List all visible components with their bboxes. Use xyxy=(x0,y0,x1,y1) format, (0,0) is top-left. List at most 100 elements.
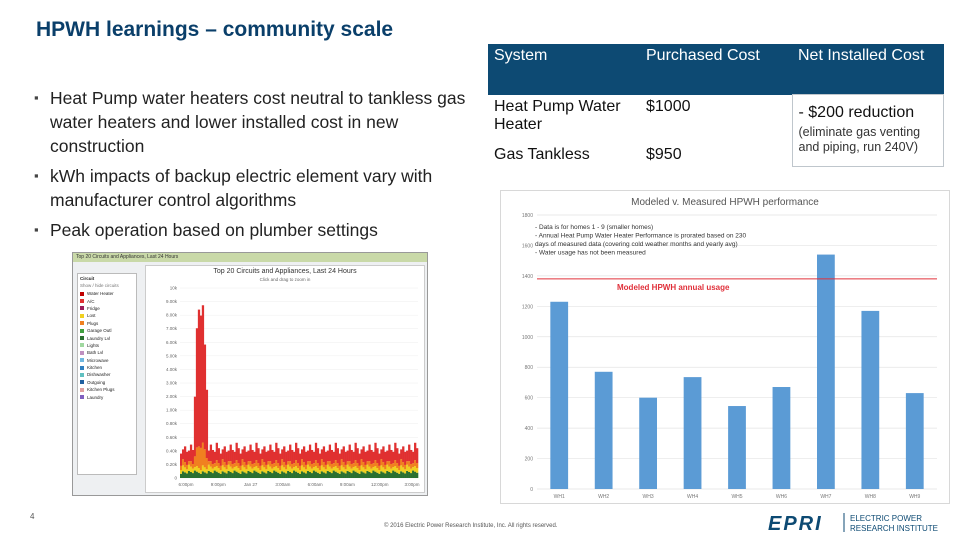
legend-item[interactable]: Garage Outl xyxy=(78,327,136,334)
area-segment xyxy=(352,463,355,468)
area-segment xyxy=(297,448,300,464)
area-segment xyxy=(197,472,201,478)
area-segment xyxy=(199,315,203,448)
area-segment xyxy=(285,473,288,478)
area-segment xyxy=(312,451,316,464)
area-segment xyxy=(366,450,369,462)
area-segment xyxy=(312,470,316,478)
area-segment xyxy=(191,449,195,464)
legend-swatch xyxy=(80,336,84,341)
area-segment xyxy=(310,463,314,469)
area-segment xyxy=(318,473,322,478)
area-segment xyxy=(249,444,252,462)
area-segment xyxy=(291,449,294,464)
legend-item[interactable]: Bath Lvl xyxy=(78,349,136,356)
legend-item[interactable]: Kitchen xyxy=(78,364,136,371)
legend-item[interactable]: Dishwasher xyxy=(78,371,136,378)
area-segment xyxy=(414,442,417,461)
area-segment xyxy=(195,447,199,467)
legend-item[interactable]: Fridge xyxy=(78,305,136,312)
header-purchased-cost: Purchased Cost xyxy=(640,44,792,95)
legend-item[interactable]: Laundry Lvl xyxy=(78,334,136,341)
area-segment xyxy=(344,469,347,474)
area-segment xyxy=(378,453,381,466)
area-segment xyxy=(219,453,222,466)
x-tick-label: 9:00pm xyxy=(211,482,226,487)
area-segment xyxy=(217,472,220,478)
legend-item[interactable]: Microwave xyxy=(78,357,136,364)
area-segment xyxy=(376,468,379,473)
area-segment xyxy=(265,469,268,474)
area-segment xyxy=(229,472,232,478)
area-segment xyxy=(410,463,413,469)
area-segment xyxy=(408,466,411,472)
area-segment xyxy=(300,465,304,472)
area-segment xyxy=(287,464,290,471)
area-segment xyxy=(346,461,349,465)
area-segment xyxy=(251,473,254,478)
area-segment xyxy=(189,461,193,467)
legend-item[interactable]: Plugs xyxy=(78,320,136,327)
area-segment xyxy=(223,467,226,473)
area-segment xyxy=(293,463,296,468)
legend-item[interactable]: Outgoing xyxy=(78,379,136,386)
area-segment xyxy=(281,471,284,478)
legend-item[interactable]: A/C xyxy=(78,297,136,304)
area-segment xyxy=(332,451,335,464)
area-segment xyxy=(211,449,215,464)
area-segment xyxy=(205,469,209,474)
area-segment xyxy=(247,450,250,462)
area-segment xyxy=(201,471,205,478)
legend-item[interactable]: Laundry xyxy=(78,393,136,400)
area-segment xyxy=(299,453,302,466)
area-segment xyxy=(269,461,272,467)
area-segment xyxy=(322,462,326,468)
x-tick-label: 6:00pm xyxy=(178,482,193,487)
y-tick-label: 1800 xyxy=(522,213,533,219)
area-segment xyxy=(322,472,326,478)
area-segment xyxy=(271,449,274,464)
area-segment xyxy=(304,469,308,474)
legend-item[interactable]: Kitchen Plugs xyxy=(78,386,136,393)
area-segment xyxy=(372,463,375,468)
area-segment xyxy=(229,461,232,467)
legend-item[interactable]: Lost xyxy=(78,312,136,319)
area-segment xyxy=(213,451,216,464)
area-segment xyxy=(330,468,334,474)
area-segment xyxy=(362,446,365,463)
area-segment xyxy=(400,471,403,478)
legend-item[interactable]: Lights xyxy=(78,342,136,349)
area-segment xyxy=(406,464,409,471)
area-segment xyxy=(193,396,197,457)
area-segment xyxy=(360,471,363,478)
area-segment xyxy=(416,468,419,473)
area-segment xyxy=(316,472,320,478)
area-segment xyxy=(195,471,199,478)
area-segment xyxy=(370,473,373,478)
area-segment xyxy=(318,470,322,474)
y-tick-label: 0.40k xyxy=(166,448,178,453)
area-segment xyxy=(181,465,185,472)
area-segment xyxy=(408,461,411,467)
area-segment xyxy=(386,464,389,471)
area-segment xyxy=(265,451,268,465)
area-segment xyxy=(392,467,395,471)
area-segment xyxy=(245,464,248,470)
area-segment xyxy=(320,459,324,466)
area-segment xyxy=(318,453,322,466)
area-segment xyxy=(316,448,320,464)
area-segment xyxy=(295,442,298,461)
area-segment xyxy=(396,468,399,473)
area-segment xyxy=(406,461,409,465)
area-segment xyxy=(201,465,205,472)
area-segment xyxy=(322,467,326,473)
area-segment xyxy=(267,461,270,465)
area-segment xyxy=(285,464,288,470)
area-segment xyxy=(300,459,304,466)
area-segment xyxy=(394,466,397,472)
x-tick-label: 3:00am xyxy=(275,482,290,487)
legend-swatch xyxy=(80,291,84,296)
area-segment xyxy=(302,462,306,468)
area-segment xyxy=(358,470,361,474)
legend-item[interactable]: Water Heater xyxy=(78,290,136,297)
